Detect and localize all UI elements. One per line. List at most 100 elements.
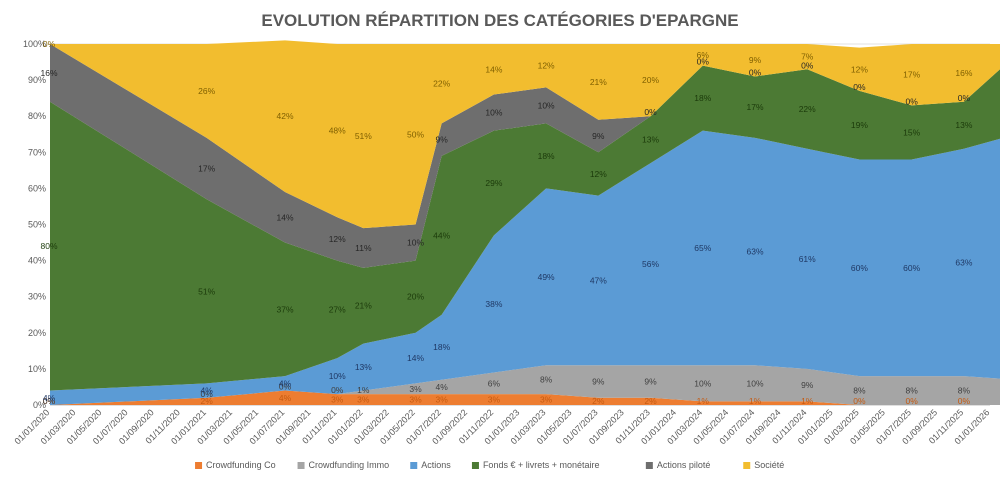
- data-label: 19%: [851, 120, 868, 130]
- data-label: 80%: [40, 241, 57, 251]
- data-label: 13%: [355, 362, 372, 372]
- data-label: 0%: [853, 82, 866, 92]
- x-axis: 01/01/202001/03/202001/05/202001/07/2020…: [12, 407, 991, 446]
- data-label: 12%: [590, 169, 607, 179]
- data-label: 18%: [694, 93, 711, 103]
- y-tick-label: 40%: [28, 256, 46, 266]
- data-label: 63%: [955, 257, 972, 267]
- legend-item: Crowdfunding Immo: [309, 460, 390, 470]
- data-label: 0%: [331, 385, 344, 395]
- data-label: 10%: [329, 371, 346, 381]
- data-label: 60%: [903, 263, 920, 273]
- data-label: 2%: [592, 396, 605, 406]
- data-label: 0%: [958, 93, 971, 103]
- data-label: 0%: [853, 396, 866, 406]
- data-label: 56%: [642, 259, 659, 269]
- legend-swatch: [471, 462, 479, 469]
- legend-item: Crowdfunding Co: [206, 460, 276, 470]
- data-label: 63%: [746, 247, 763, 257]
- area-actions: [50, 130, 1000, 405]
- y-axis: 0% 10% 20% 30% 40% 50% 60% 70% 80% 90% 100%: [23, 39, 46, 410]
- legend-swatch: [743, 462, 751, 469]
- data-label: 9%: [592, 131, 605, 141]
- data-label: 49%: [538, 272, 555, 282]
- chart-title: EVOLUTION RÉPARTITION DES CATÉGORIES D'E…: [261, 11, 738, 30]
- data-label: 8%: [958, 386, 971, 396]
- data-label: 1%: [697, 396, 710, 406]
- data-label: 8%: [853, 386, 866, 396]
- data-label: 10%: [746, 378, 763, 388]
- data-labels: 0% 2% 4% 3% 3% 3% 3% 3% 3% 2% 2% 1% 1% 1% 0% 0% 0%0%0%0%…: [40, 39, 972, 406]
- area-actions-pilot-: [50, 44, 1000, 268]
- data-label: 3%: [409, 395, 422, 405]
- data-label: 11%: [355, 243, 372, 253]
- data-label: 13%: [955, 120, 972, 130]
- data-label: 61%: [799, 254, 816, 264]
- data-label: 22%: [433, 79, 450, 89]
- legend-swatch: [195, 462, 203, 469]
- data-label: 38%: [485, 299, 502, 309]
- data-label: 65%: [694, 243, 711, 253]
- data-label: 0%: [43, 39, 56, 49]
- data-label: 13%: [642, 135, 659, 145]
- data-label: 14%: [407, 353, 424, 363]
- y-tick-label: 20%: [28, 328, 46, 338]
- data-label: 0%: [749, 67, 762, 77]
- data-label: 9%: [801, 380, 814, 390]
- data-label: 0%: [906, 396, 919, 406]
- data-label: 4%: [279, 378, 292, 388]
- data-label: 2%: [201, 396, 214, 406]
- data-label: 60%: [851, 263, 868, 273]
- legend: Crowdfunding Co Crowdfunding Immo Actions F…: [195, 460, 784, 470]
- legend-item: Société: [754, 460, 784, 470]
- y-tick-label: 70%: [28, 147, 46, 157]
- data-label: 0%: [697, 57, 710, 67]
- legend-swatch: [297, 462, 305, 469]
- area-crowdfunding-immo: [50, 365, 1000, 405]
- data-label: 10%: [538, 100, 555, 110]
- data-label: 14%: [276, 212, 293, 222]
- data-label: 4%: [43, 393, 56, 403]
- legend-swatch: [645, 462, 653, 469]
- data-label: 0%: [644, 107, 657, 117]
- y-tick-label: 50%: [28, 220, 46, 230]
- data-label: 50%: [407, 129, 424, 139]
- data-label: 1%: [357, 385, 370, 395]
- data-label: 16%: [955, 68, 972, 78]
- data-label: 4%: [201, 386, 214, 396]
- data-label: 44%: [433, 230, 450, 240]
- data-label: 51%: [198, 286, 215, 296]
- data-label: 3%: [540, 395, 553, 405]
- data-label: 48%: [329, 126, 346, 136]
- y-tick-label: 100%: [23, 39, 46, 49]
- data-label: 3%: [331, 395, 344, 405]
- data-label: 10%: [694, 378, 711, 388]
- data-label: 12%: [538, 61, 555, 71]
- data-label: 4%: [279, 393, 292, 403]
- data-label: 37%: [276, 304, 293, 314]
- data-label: 20%: [407, 292, 424, 302]
- data-label: 51%: [355, 131, 372, 141]
- data-label: 3%: [409, 384, 422, 394]
- data-label: 3%: [436, 395, 449, 405]
- data-label: 42%: [276, 111, 293, 121]
- data-label: 26%: [198, 86, 215, 96]
- legend-item: Actions: [421, 460, 451, 470]
- legend-swatch: [410, 462, 418, 469]
- data-label: 12%: [329, 234, 346, 244]
- y-tick-label: 10%: [28, 364, 46, 374]
- y-tick-label: 30%: [28, 292, 46, 302]
- data-label: 22%: [799, 104, 816, 114]
- data-label: 9%: [436, 135, 449, 145]
- data-label: 12%: [851, 64, 868, 74]
- area-soci-t-: [50, 40, 1000, 229]
- data-label: 0%: [801, 60, 814, 70]
- data-label: 17%: [198, 164, 215, 174]
- data-label: 1%: [801, 396, 814, 406]
- y-tick-label: 90%: [28, 75, 46, 85]
- data-label: 18%: [538, 151, 555, 161]
- data-label: 15%: [903, 127, 920, 137]
- data-label: 7%: [801, 52, 814, 62]
